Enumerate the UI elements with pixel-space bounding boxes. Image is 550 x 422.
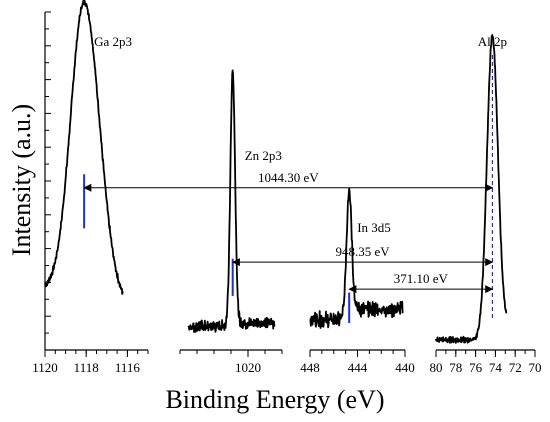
series-line-ga (44, 0, 124, 295)
x-tick-label-al: 76 (469, 360, 483, 375)
x-tick-label-al: 70 (529, 360, 542, 375)
x-tick-label-al: 78 (449, 360, 462, 375)
peak-label-in: In 3d5 (357, 220, 391, 235)
energy-label: 371.10 eV (394, 271, 449, 286)
series-line-in (309, 187, 404, 329)
energy-label: 948.35 eV (335, 244, 390, 259)
series-line-zn (187, 69, 276, 333)
y-axis-title: Intensity (a.u.) (7, 104, 36, 256)
peak-label-al: Al 2p (478, 34, 507, 49)
x-tick-label-al: 80 (430, 360, 443, 375)
series-line-al (435, 34, 508, 344)
peak-label-ga: Ga 2p3 (94, 34, 132, 49)
x-tick-label-zn: 1020 (235, 360, 261, 375)
x-axis-title: Binding Energy (eV) (165, 385, 384, 414)
x-tick-label-in: 444 (348, 360, 368, 375)
x-tick-label-al: 72 (509, 360, 522, 375)
x-tick-label-in: 448 (300, 360, 320, 375)
x-tick-label-al: 74 (489, 360, 503, 375)
x-tick-label-ga: 1120 (32, 360, 58, 375)
x-tick-label-ga: 1118 (74, 360, 99, 375)
peak-label-zn: Zn 2p3 (245, 148, 282, 163)
x-tick-label-in: 440 (395, 360, 415, 375)
energy-label: 1044.30 eV (258, 170, 319, 185)
x-tick-label-ga: 1116 (115, 360, 141, 375)
